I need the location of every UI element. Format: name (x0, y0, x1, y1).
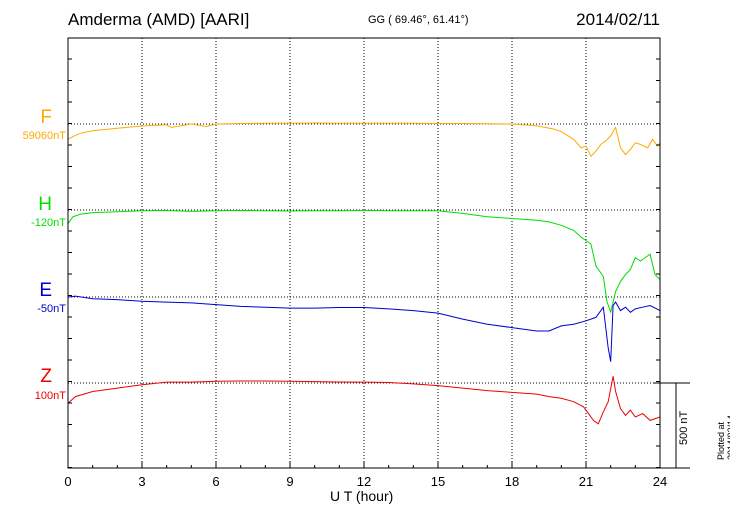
coordinates-label: GG ( 69.46°, 61.41°) (368, 14, 469, 26)
x-tick-label: 24 (653, 474, 667, 489)
x-tick-label: 21 (579, 474, 593, 489)
x-tick-label: 6 (212, 474, 219, 489)
x-tick-label: 0 (64, 474, 71, 489)
baseline-label-h: -120nT (31, 217, 66, 229)
trace-h (67, 209, 661, 314)
x-tick-label: 12 (357, 474, 371, 489)
plotted-timestamp-note: Plotted at 2014/03/14 02:12 UT (716, 414, 730, 460)
channel-name-h: H (38, 194, 52, 215)
station-title: Amderma (AMD) [AARI] (68, 10, 250, 29)
x-tick-label: 18 (505, 474, 519, 489)
baseline-label-z: 100nT (34, 390, 66, 402)
channel-name-f: F (40, 107, 52, 128)
x-tick-label: 3 (138, 474, 145, 489)
x-tick-label: 9 (286, 474, 293, 489)
baseline-label-f: 59060nT (22, 130, 66, 142)
trace-f (67, 122, 661, 158)
scale-bar-label: 500 nT (678, 410, 690, 445)
trace-z (67, 376, 661, 425)
x-axis-label: U T (hour) (330, 488, 394, 504)
channel-name-z: Z (40, 366, 52, 387)
plot-frame (67, 37, 661, 469)
x-tick-label: 15 (431, 474, 445, 489)
trace-e (67, 295, 661, 362)
date-label: 2014/02/11 (576, 10, 660, 29)
channel-name-e: E (39, 280, 52, 301)
baseline-label-e: -50nT (37, 303, 66, 315)
